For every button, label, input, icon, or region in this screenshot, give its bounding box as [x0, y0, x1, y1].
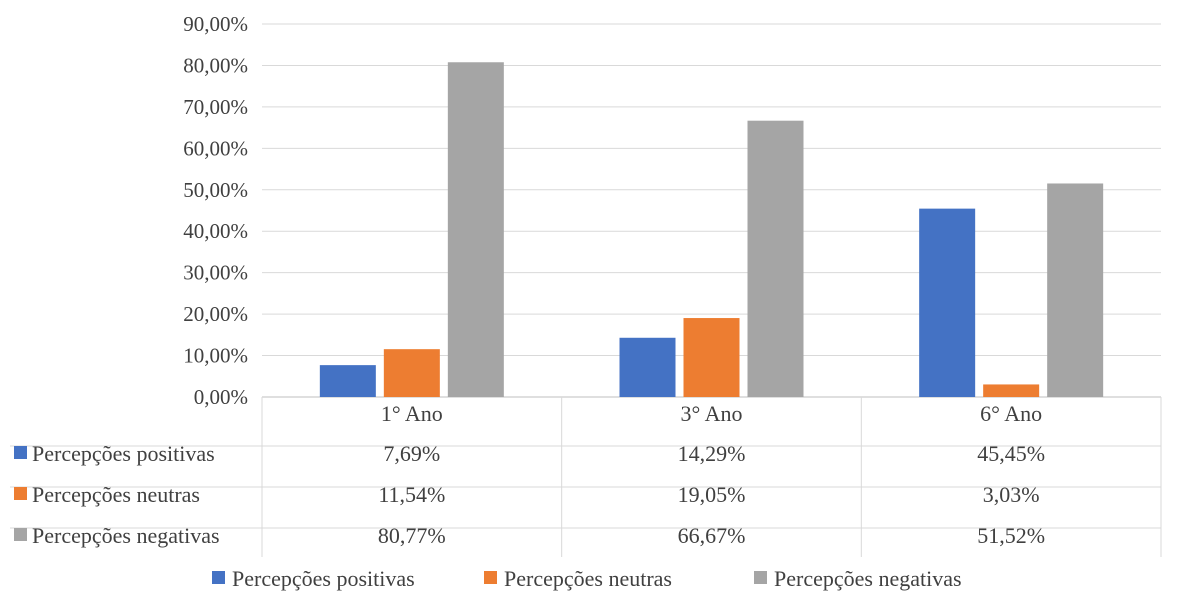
y-tick-label: 10,00%	[183, 344, 248, 368]
x-axis-categories: 1° Ano 3° Ano 6° Ano	[381, 401, 1042, 426]
y-tick-label: 40,00%	[183, 219, 248, 243]
bar	[1047, 183, 1104, 397]
bar	[383, 349, 440, 397]
table-legend-key	[14, 528, 27, 541]
y-tick-label: 20,00%	[183, 302, 248, 326]
table-cell-value: 80,77%	[378, 523, 446, 548]
table-series-name: Percepções negativas	[32, 523, 220, 548]
x-category-label: 1° Ano	[381, 401, 443, 426]
y-tick-label: 30,00%	[183, 261, 248, 285]
table-cell-value: 7,69%	[383, 441, 440, 466]
table-cell-value: 14,29%	[678, 441, 746, 466]
table-legend-key	[14, 446, 27, 459]
table-cell-value: 51,52%	[977, 523, 1045, 548]
legend: Percepções positivas Percepções neutras Pe…	[212, 566, 962, 591]
table-cell-value: 19,05%	[678, 482, 746, 507]
x-category-label: 3° Ano	[681, 401, 743, 426]
table-cell-value: 45,45%	[977, 441, 1045, 466]
table-series-name: Percepções positivas	[32, 441, 215, 466]
data-table: Percepções positivas 7,69% 14,29% 45,45% Per…	[10, 397, 1162, 557]
legend-label: Percepções negativas	[774, 566, 962, 591]
y-tick-label: 80,00%	[183, 53, 248, 77]
legend-swatch	[754, 571, 767, 584]
legend-label: Percepções positivas	[232, 566, 415, 591]
legend-label: Percepções neutras	[504, 566, 672, 591]
y-tick-label: 0,00%	[194, 385, 248, 409]
legend-swatch	[212, 571, 225, 584]
bar	[447, 62, 504, 397]
y-tick-label: 90,00%	[183, 12, 248, 36]
bar	[747, 120, 804, 398]
bars	[319, 62, 1104, 398]
table-legend-key	[14, 487, 27, 500]
y-tick-label: 60,00%	[183, 136, 248, 160]
y-tick-label: 70,00%	[183, 95, 248, 119]
bar	[319, 365, 376, 397]
bar	[919, 208, 976, 397]
table-cell-value: 11,54%	[378, 482, 445, 507]
bar	[619, 337, 676, 397]
bar	[683, 318, 740, 397]
bar	[983, 384, 1040, 397]
y-axis-ticks: 0,00% 10,00% 20,00% 30,00% 40,00% 50,00% 60,00…	[183, 12, 248, 409]
y-tick-label: 50,00%	[183, 178, 248, 202]
table-cell-value: 66,67%	[678, 523, 746, 548]
legend-swatch	[484, 571, 497, 584]
table-series-name: Percepções neutras	[32, 482, 200, 507]
x-category-label: 6° Ano	[980, 401, 1042, 426]
table-cell-value: 3,03%	[983, 482, 1040, 507]
